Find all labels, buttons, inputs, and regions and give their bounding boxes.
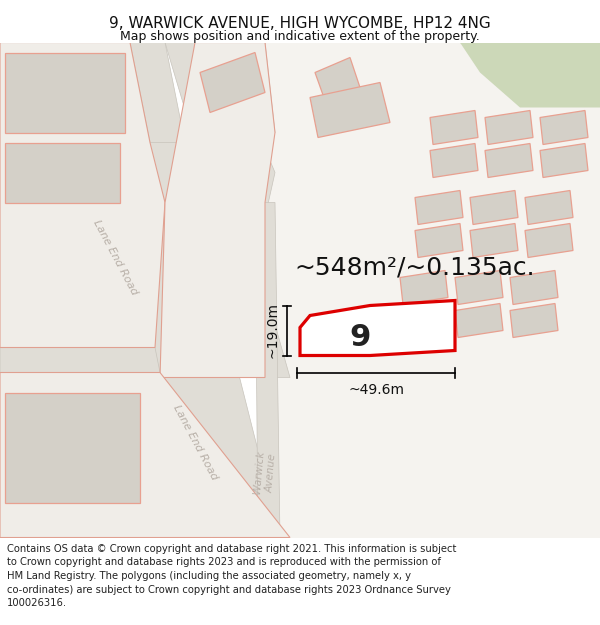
Polygon shape — [5, 392, 140, 502]
Text: 9, WARWICK AVENUE, HIGH WYCOMBE, HP12 4NG: 9, WARWICK AVENUE, HIGH WYCOMBE, HP12 4N… — [109, 16, 491, 31]
Polygon shape — [65, 42, 280, 538]
Text: Contains OS data © Crown copyright and database right 2021. This information is : Contains OS data © Crown copyright and d… — [7, 544, 457, 608]
Polygon shape — [195, 42, 275, 138]
Polygon shape — [510, 271, 558, 304]
Text: ~19.0m: ~19.0m — [266, 302, 280, 359]
Polygon shape — [430, 144, 478, 177]
Text: Lane End Road: Lane End Road — [91, 218, 139, 297]
Polygon shape — [525, 191, 573, 224]
Polygon shape — [0, 348, 160, 372]
Polygon shape — [510, 304, 558, 338]
Polygon shape — [430, 111, 478, 144]
Polygon shape — [460, 42, 600, 107]
Text: ~548m²/~0.135ac.: ~548m²/~0.135ac. — [295, 256, 535, 279]
Text: Map shows position and indicative extent of the property.: Map shows position and indicative extent… — [120, 30, 480, 43]
Polygon shape — [525, 224, 573, 258]
Text: 9: 9 — [349, 323, 371, 352]
Polygon shape — [470, 191, 518, 224]
Polygon shape — [400, 271, 448, 304]
Text: Warwick
Avenue: Warwick Avenue — [253, 450, 278, 495]
Polygon shape — [160, 42, 275, 378]
Polygon shape — [200, 52, 265, 112]
Polygon shape — [130, 42, 185, 142]
Polygon shape — [130, 42, 275, 217]
Polygon shape — [485, 144, 533, 177]
Polygon shape — [255, 202, 280, 538]
Polygon shape — [540, 111, 588, 144]
Polygon shape — [130, 42, 290, 378]
Text: ~49.6m: ~49.6m — [348, 384, 404, 398]
Polygon shape — [0, 372, 290, 538]
Polygon shape — [5, 142, 120, 202]
Polygon shape — [415, 224, 463, 258]
Polygon shape — [460, 42, 600, 102]
Polygon shape — [400, 304, 448, 338]
Polygon shape — [315, 58, 360, 101]
Polygon shape — [265, 42, 600, 538]
Polygon shape — [310, 82, 390, 138]
Polygon shape — [0, 42, 165, 348]
Polygon shape — [455, 304, 503, 338]
Polygon shape — [470, 224, 518, 258]
Polygon shape — [415, 191, 463, 224]
Polygon shape — [540, 144, 588, 177]
Polygon shape — [455, 271, 503, 304]
Polygon shape — [485, 111, 533, 144]
Polygon shape — [300, 301, 455, 356]
Polygon shape — [5, 52, 125, 132]
Text: Lane End Road: Lane End Road — [171, 403, 219, 482]
